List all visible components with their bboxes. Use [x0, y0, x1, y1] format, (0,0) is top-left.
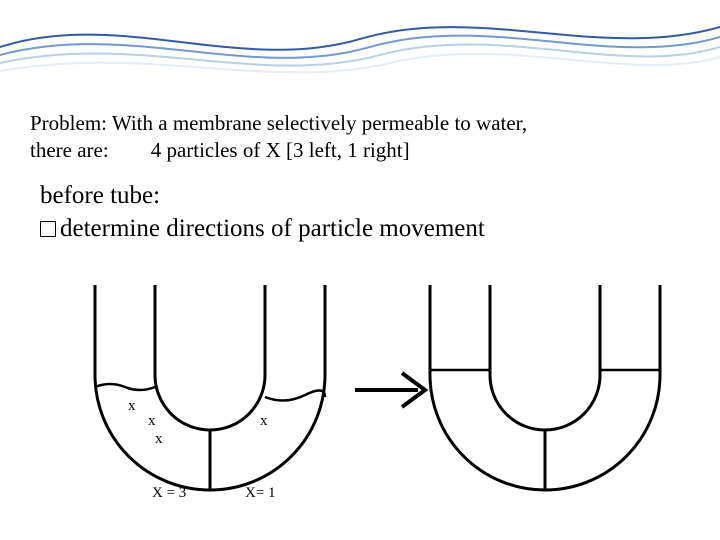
particle-left-2: x	[148, 413, 156, 430]
problem-line2-prefix: there are:	[30, 138, 109, 162]
count-left: X = 3	[152, 485, 186, 502]
count-right: X= 1	[245, 485, 276, 502]
problem-statement: Problem: With a membrane selectively per…	[30, 110, 690, 165]
diagram: x x x x X = 3 X= 1	[80, 285, 680, 525]
particle-right-1: x	[260, 413, 268, 430]
before-line2: determine directions of particle movemen…	[60, 215, 485, 242]
arrow-icon	[355, 373, 425, 407]
problem-line2-rest: 4 particles of X [3 left, 1 right]	[151, 138, 410, 162]
u-tube-right	[430, 285, 660, 490]
u-tube-left	[95, 285, 325, 490]
before-line1: before tube:	[40, 182, 160, 209]
before-text: before tube: determine directions of par…	[40, 180, 700, 245]
problem-line1: Problem: With a membrane selectively per…	[30, 111, 527, 135]
bullet-icon	[40, 221, 56, 237]
particle-left-3: x	[155, 431, 163, 448]
particle-left-1: x	[128, 398, 136, 415]
header-wave	[0, 0, 720, 90]
